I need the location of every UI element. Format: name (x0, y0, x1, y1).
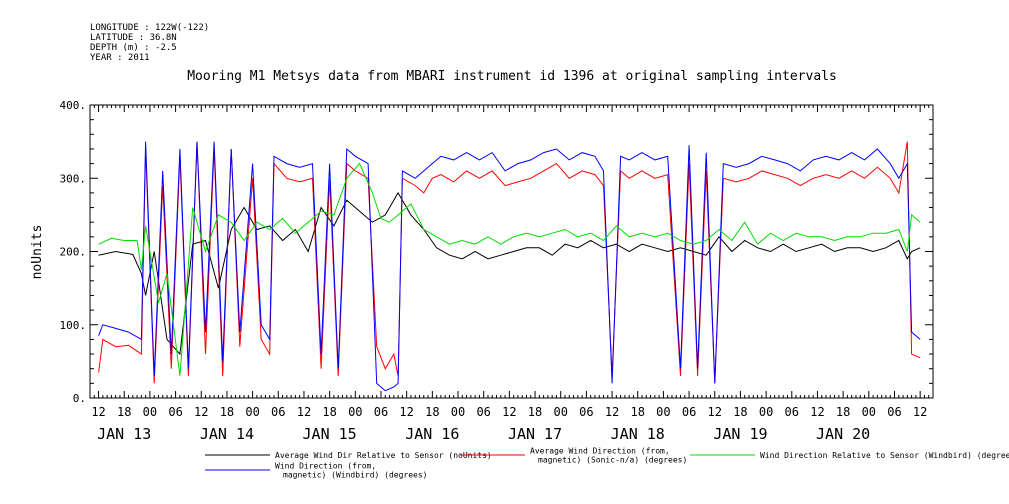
x-tick-label: 12 (708, 405, 722, 419)
x-tick-label: 06 (682, 405, 696, 419)
series-line-3 (98, 141, 921, 392)
meta-latitude: LATITUDE : 36.8N (90, 33, 177, 43)
metadata-block: LONGITUDE : 122W(-122) LATITUDE : 36.8N … (90, 23, 209, 63)
legend-label: Average Wind Direction (from, (530, 447, 670, 456)
y-tick-label: 400. (60, 99, 87, 112)
legend-label: Wind Direction (from, (275, 462, 376, 471)
x-date-label: JAN 20 (816, 425, 870, 443)
x-tick-label: 12 (605, 405, 619, 419)
x-tick-label: 12 (194, 405, 208, 419)
x-tick-label: 00 (553, 405, 567, 419)
x-tick-label: 12 (399, 405, 413, 419)
x-tick-label: 06 (887, 405, 901, 419)
x-tick-label: 00 (759, 405, 773, 419)
y-axis-label: noUnits (30, 225, 45, 280)
x-tick-label: 18 (528, 405, 542, 419)
x-tick-label: 12 (913, 405, 927, 419)
x-tick-label: 12 (91, 405, 105, 419)
meta-longitude: LONGITUDE : 122W(-122) (90, 23, 209, 33)
x-tick-label: 18 (733, 405, 747, 419)
plot-frame (89, 104, 934, 399)
axes-layer: 0. 100. 200. 300. 400. 12 18 00 06 12 18 00 06 12 18 00… (60, 99, 934, 443)
x-tick-label: 06 (271, 405, 285, 419)
x-tick-label: 18 (220, 405, 234, 419)
x-tick-label: 00 (245, 405, 259, 419)
meta-depth: DEPTH (m) : -2.5 (90, 43, 177, 53)
meta-year: YEAR : 2011 (90, 53, 150, 63)
x-tick-label: 12 (810, 405, 824, 419)
x-tick-label: 18 (425, 405, 439, 419)
x-tick-label: 06 (579, 405, 593, 419)
series-line-2 (98, 162, 921, 377)
series-layer (98, 141, 921, 392)
x-tick-label: 00 (451, 405, 465, 419)
x-tick-label: 06 (476, 405, 490, 419)
y-tick-label: 0. (73, 392, 86, 405)
legend-label: magnetic) (Windbird) (degrees) (283, 471, 428, 480)
series-line-0 (98, 191, 921, 356)
x-tick-label: 18 (322, 405, 336, 419)
legend-label: magnetic) (Sonic-n/a) (degrees) (538, 456, 687, 465)
x-tick-label: 00 (862, 405, 876, 419)
x-tick-label: 12 (502, 405, 516, 419)
x-tick-label: 06 (374, 405, 388, 419)
x-date-label: JAN 17 (508, 425, 562, 443)
x-date-label: JAN 16 (405, 425, 459, 443)
x-tick-label: 06 (168, 405, 182, 419)
x-tick-label: 18 (836, 405, 850, 419)
chart-title: Mooring M1 Metsys data from MBARI instru… (187, 69, 837, 84)
x-tick-label: 18 (631, 405, 645, 419)
x-tick-label: 18 (117, 405, 131, 419)
x-tick-label: 12 (297, 405, 311, 419)
x-tick-label: 00 (656, 405, 670, 419)
y-tick-label: 100. (60, 319, 87, 332)
x-date-label: JAN 19 (713, 425, 767, 443)
x-tick-label: 00 (348, 405, 362, 419)
legend-label: Average Wind Dir Relative to Sensor (noU… (275, 451, 492, 460)
y-tick-label: 200. (60, 246, 87, 259)
legend-label: Wind Direction Relative to Sensor (Windb… (760, 451, 1009, 460)
x-date-label: JAN 15 (303, 425, 357, 443)
legend: Average Wind Dir Relative to Sensor (noU… (205, 447, 1009, 480)
x-tick-label: 06 (785, 405, 799, 419)
x-date-label: JAN 18 (611, 425, 665, 443)
x-date-label: JAN 14 (200, 425, 254, 443)
x-date-label: JAN 13 (97, 425, 151, 443)
x-tick-label: 00 (143, 405, 157, 419)
y-tick-label: 300. (60, 172, 87, 185)
